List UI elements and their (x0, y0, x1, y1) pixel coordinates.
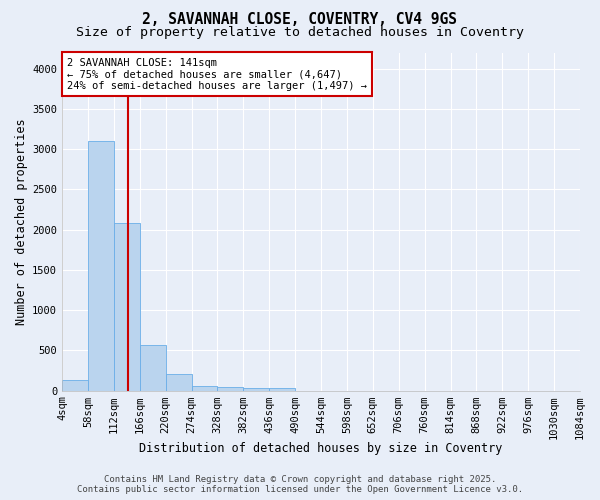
Bar (269, 388, 295, 390)
Y-axis label: Number of detached properties: Number of detached properties (15, 118, 28, 325)
Bar (62, 380, 88, 390)
Bar (114, 223, 140, 390)
Bar (88, 141, 114, 390)
Text: 2 SAVANNAH CLOSE: 141sqm
← 75% of detached houses are smaller (4,647)
24% of sem: 2 SAVANNAH CLOSE: 141sqm ← 75% of detach… (67, 58, 367, 91)
Text: Size of property relative to detached houses in Coventry: Size of property relative to detached ho… (76, 26, 524, 39)
X-axis label: Distribution of detached houses by size in Coventry: Distribution of detached houses by size … (139, 442, 503, 455)
Text: Contains HM Land Registry data © Crown copyright and database right 2025.
Contai: Contains HM Land Registry data © Crown c… (77, 474, 523, 494)
Bar (166, 374, 191, 390)
Bar (217, 388, 244, 390)
Text: 2, SAVANNAH CLOSE, COVENTRY, CV4 9GS: 2, SAVANNAH CLOSE, COVENTRY, CV4 9GS (143, 12, 458, 28)
Bar (191, 386, 217, 390)
Bar (244, 388, 269, 390)
Bar (140, 344, 166, 391)
